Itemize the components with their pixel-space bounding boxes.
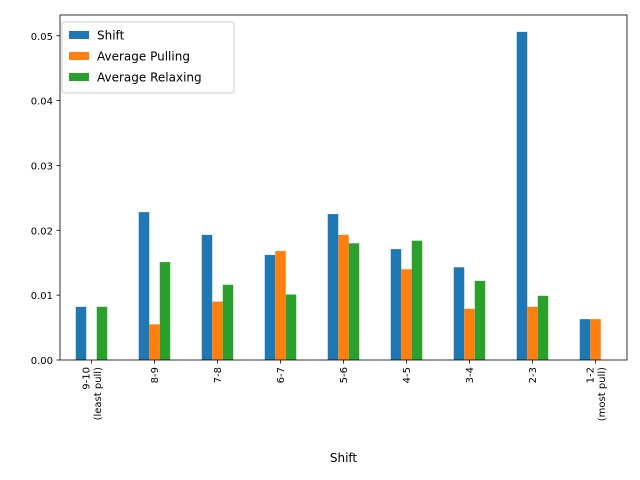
x-axis: 9-10 (least pull) 8-9 7-8 6-7 5-6 4-5 3-4 2-3 1-2… — [81, 360, 608, 421]
legend-swatch — [69, 73, 89, 81]
bar-shift-6 — [453, 267, 465, 360]
bar-shift-5 — [390, 249, 402, 360]
bar-average-relaxing-7 — [537, 295, 549, 360]
legend-label: Average Relaxing — [97, 71, 202, 85]
bar-average-relaxing-3 — [285, 294, 297, 360]
bar-average-pulling-6 — [464, 308, 475, 360]
y-tick-label: 0.02 — [31, 226, 53, 237]
x-tick-label: 2-3 — [528, 367, 539, 383]
legend-label: Shift — [97, 29, 125, 43]
bar-average-relaxing-0 — [96, 306, 108, 360]
y-tick-label: 0.00 — [31, 356, 53, 367]
bar-average-relaxing-1 — [159, 262, 171, 360]
bar-average-pulling-4 — [338, 234, 349, 360]
x-tick-label: 9-10 — [81, 367, 92, 390]
y-tick-label: 0.04 — [31, 97, 53, 108]
x-tick-label: (least pull) — [93, 367, 104, 421]
bar-average-relaxing-6 — [474, 280, 486, 360]
bar-average-pulling-1 — [149, 324, 160, 360]
x-tick-label: 6-7 — [276, 367, 287, 383]
bar-average-pulling-5 — [401, 269, 412, 360]
bar-average-relaxing-2 — [222, 284, 234, 360]
y-axis: 0.00 0.01 0.02 0.03 0.04 0.05 — [31, 32, 60, 367]
x-axis-label: Shift — [330, 451, 358, 465]
x-tick-label: (most pull) — [597, 367, 608, 421]
legend-swatch — [69, 31, 89, 39]
legend: Shift Average Pulling Average Relaxing — [61, 21, 235, 94]
bar-average-relaxing-4 — [348, 243, 360, 360]
legend-label: Average Pulling — [97, 50, 190, 64]
bar-average-pulling-2 — [212, 301, 223, 360]
y-tick-label: 0.05 — [31, 32, 53, 43]
bar-average-relaxing-5 — [411, 240, 423, 360]
bar-average-pulling-3 — [275, 251, 286, 360]
x-tick-label: 5-6 — [339, 367, 350, 383]
plot-frame — [59, 14, 628, 361]
x-tick-label: 8-9 — [150, 367, 161, 383]
x-tick-label: 4-5 — [402, 367, 413, 383]
x-tick-label: 7-8 — [213, 367, 224, 383]
bar-average-pulling-8 — [590, 319, 601, 360]
legend-swatch — [69, 52, 89, 60]
bar-average-pulling-7 — [527, 306, 538, 360]
bars-group — [75, 31, 601, 361]
bar-shift-3 — [264, 254, 276, 360]
legend-box — [61, 21, 235, 94]
y-tick-label: 0.01 — [31, 291, 53, 302]
bar-shift-2 — [201, 234, 213, 360]
x-tick-label: 1-2 — [585, 367, 596, 383]
bar-shift-0 — [75, 306, 87, 360]
bar-shift-4 — [327, 214, 339, 360]
bar-shift-7 — [516, 31, 528, 361]
bar-shift-1 — [138, 212, 150, 360]
bar-shift-8 — [579, 319, 591, 360]
y-tick-label: 0.03 — [31, 161, 53, 172]
x-tick-label: 3-4 — [465, 367, 476, 383]
